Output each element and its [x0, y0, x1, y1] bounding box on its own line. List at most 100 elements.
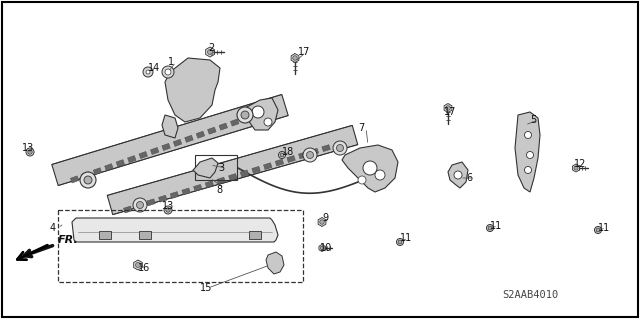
Circle shape	[26, 148, 34, 156]
Circle shape	[80, 172, 96, 188]
Circle shape	[280, 153, 284, 157]
Circle shape	[303, 148, 317, 162]
Circle shape	[574, 166, 578, 170]
Text: 14: 14	[148, 63, 160, 73]
Polygon shape	[52, 94, 288, 186]
Polygon shape	[319, 244, 325, 251]
Polygon shape	[310, 148, 319, 155]
Polygon shape	[162, 115, 178, 138]
Text: 5: 5	[530, 115, 536, 125]
Polygon shape	[207, 127, 216, 134]
Polygon shape	[124, 206, 132, 213]
Polygon shape	[448, 162, 468, 188]
Text: 2: 2	[208, 43, 214, 53]
Text: 1: 1	[168, 57, 174, 67]
Polygon shape	[108, 125, 358, 215]
Circle shape	[166, 208, 170, 212]
Text: 11: 11	[400, 233, 412, 243]
Text: FR.: FR.	[24, 235, 79, 257]
Polygon shape	[162, 143, 170, 151]
Circle shape	[264, 118, 272, 126]
Circle shape	[445, 106, 451, 110]
Polygon shape	[444, 103, 452, 113]
Circle shape	[527, 152, 534, 159]
Polygon shape	[182, 188, 190, 195]
Circle shape	[398, 240, 402, 244]
Polygon shape	[185, 135, 193, 142]
Polygon shape	[287, 155, 295, 162]
Circle shape	[375, 170, 385, 180]
Circle shape	[164, 206, 172, 214]
Circle shape	[525, 131, 531, 138]
Polygon shape	[139, 152, 147, 159]
Circle shape	[307, 152, 314, 159]
Text: 9: 9	[322, 213, 328, 223]
Polygon shape	[127, 156, 136, 163]
Polygon shape	[170, 192, 179, 198]
Polygon shape	[165, 58, 220, 122]
Polygon shape	[242, 98, 278, 130]
Polygon shape	[298, 152, 307, 159]
Polygon shape	[104, 164, 113, 171]
Polygon shape	[230, 119, 239, 126]
Polygon shape	[116, 160, 125, 167]
Bar	[139, 231, 151, 239]
Polygon shape	[205, 47, 214, 57]
Text: 13: 13	[162, 201, 174, 211]
Polygon shape	[205, 181, 214, 188]
Text: 16: 16	[138, 263, 150, 273]
Text: S2AAB4010: S2AAB4010	[502, 290, 558, 300]
Text: 18: 18	[282, 147, 294, 157]
Circle shape	[165, 69, 171, 75]
Polygon shape	[159, 195, 167, 202]
Text: 15: 15	[200, 283, 212, 293]
Circle shape	[241, 111, 249, 119]
Polygon shape	[82, 172, 90, 179]
Polygon shape	[173, 139, 182, 146]
Polygon shape	[193, 158, 218, 178]
Polygon shape	[573, 164, 579, 172]
Circle shape	[333, 141, 347, 155]
Polygon shape	[264, 163, 272, 170]
Polygon shape	[72, 218, 278, 242]
Circle shape	[133, 198, 147, 212]
Circle shape	[146, 70, 150, 74]
Polygon shape	[217, 177, 225, 184]
Circle shape	[337, 145, 344, 152]
Text: 11: 11	[598, 223, 611, 233]
Polygon shape	[242, 115, 250, 122]
Polygon shape	[134, 260, 142, 270]
Circle shape	[278, 152, 285, 159]
Circle shape	[595, 226, 602, 234]
Polygon shape	[70, 176, 79, 183]
Polygon shape	[291, 54, 299, 63]
Circle shape	[525, 167, 531, 174]
Polygon shape	[275, 159, 284, 166]
Circle shape	[320, 220, 324, 224]
Polygon shape	[515, 112, 540, 192]
Polygon shape	[318, 218, 326, 226]
Polygon shape	[266, 252, 284, 274]
Circle shape	[397, 239, 403, 246]
Polygon shape	[93, 168, 102, 175]
Circle shape	[28, 150, 32, 154]
Text: 8: 8	[216, 185, 222, 195]
Polygon shape	[147, 199, 156, 206]
Text: 4: 4	[50, 223, 56, 233]
Circle shape	[486, 225, 493, 232]
Text: 6: 6	[466, 173, 472, 183]
Circle shape	[320, 246, 324, 250]
Text: 3: 3	[218, 163, 224, 173]
Circle shape	[363, 161, 377, 175]
Circle shape	[488, 226, 492, 230]
Circle shape	[84, 176, 92, 184]
Text: 17: 17	[298, 47, 310, 57]
Circle shape	[237, 107, 253, 123]
Circle shape	[136, 263, 141, 268]
Polygon shape	[228, 174, 237, 181]
Circle shape	[207, 49, 212, 55]
Polygon shape	[135, 203, 143, 209]
Circle shape	[596, 228, 600, 232]
Polygon shape	[196, 131, 205, 138]
Circle shape	[358, 176, 366, 184]
